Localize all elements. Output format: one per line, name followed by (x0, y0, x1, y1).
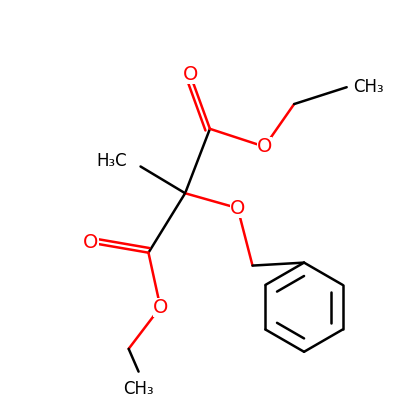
Text: O: O (153, 298, 168, 317)
Text: O: O (83, 233, 99, 252)
Text: O: O (257, 137, 272, 156)
Text: CH₃: CH₃ (123, 380, 154, 398)
Text: O: O (182, 65, 198, 84)
Text: CH₃: CH₃ (353, 78, 384, 96)
Text: H₃C: H₃C (96, 152, 127, 170)
Text: O: O (230, 199, 245, 218)
